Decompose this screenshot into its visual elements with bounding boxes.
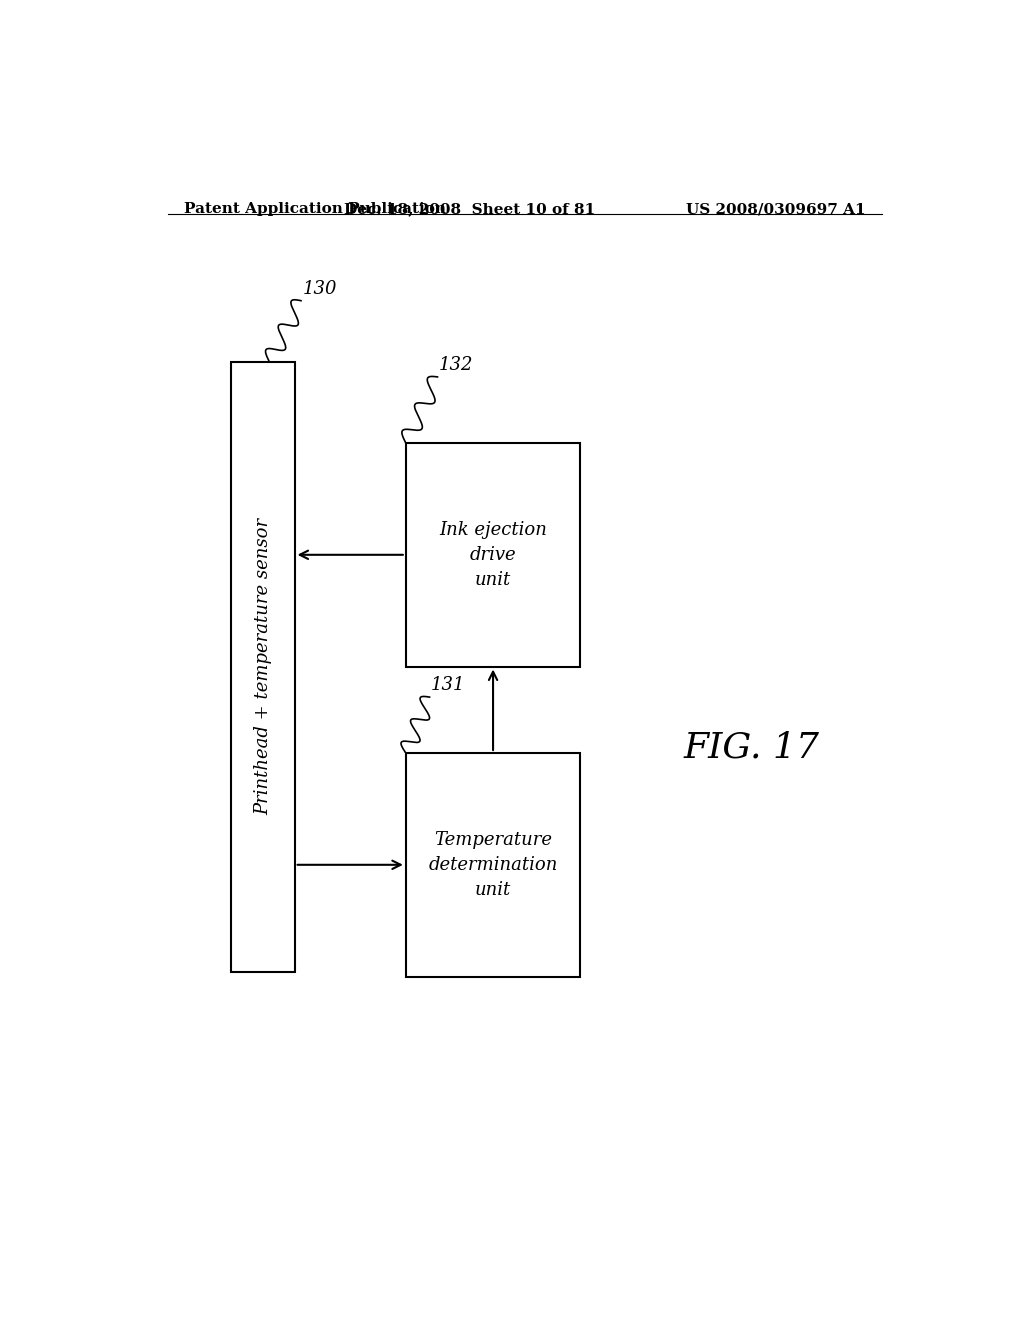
FancyBboxPatch shape: [406, 444, 581, 667]
Text: Ink ejection
drive
unit: Ink ejection drive unit: [439, 521, 547, 589]
Text: 130: 130: [303, 280, 337, 297]
Text: 131: 131: [431, 676, 465, 694]
Text: Dec. 18, 2008  Sheet 10 of 81: Dec. 18, 2008 Sheet 10 of 81: [344, 202, 595, 216]
Text: Temperature
determination
unit: Temperature determination unit: [428, 830, 558, 899]
FancyBboxPatch shape: [406, 752, 581, 977]
Text: Printhead + temperature sensor: Printhead + temperature sensor: [254, 517, 272, 816]
Text: FIG. 17: FIG. 17: [684, 731, 819, 764]
Text: US 2008/0309697 A1: US 2008/0309697 A1: [686, 202, 866, 216]
FancyBboxPatch shape: [231, 362, 295, 972]
Text: 132: 132: [439, 355, 473, 374]
Text: Patent Application Publication: Patent Application Publication: [183, 202, 445, 216]
